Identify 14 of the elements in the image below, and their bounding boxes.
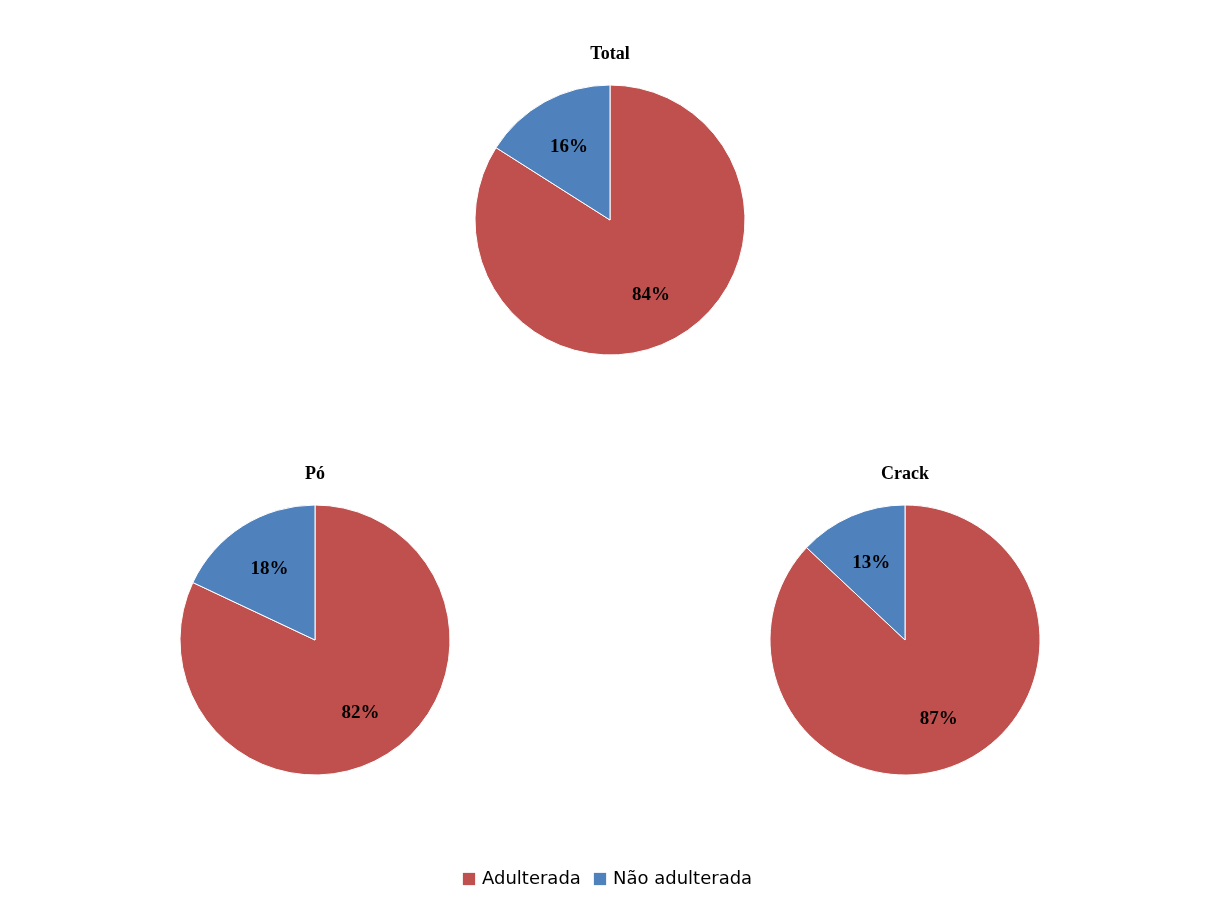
data-label: 87% — [919, 707, 958, 729]
pie-slice — [769, 504, 1041, 776]
legend-label: Não adulterada — [613, 867, 753, 888]
data-label: 18% — [250, 557, 289, 579]
data-label: 13% — [852, 550, 891, 572]
pie-slice — [179, 504, 451, 776]
chart-title: Pó — [305, 463, 325, 483]
data-label: 84% — [631, 283, 670, 305]
chart-title: Crack — [881, 463, 929, 483]
data-label: 82% — [341, 700, 380, 722]
data-label: 16% — [550, 134, 589, 156]
pie-slice — [474, 84, 746, 356]
chart-title: Total — [590, 43, 630, 63]
legend-label: Adulterada — [482, 867, 581, 888]
